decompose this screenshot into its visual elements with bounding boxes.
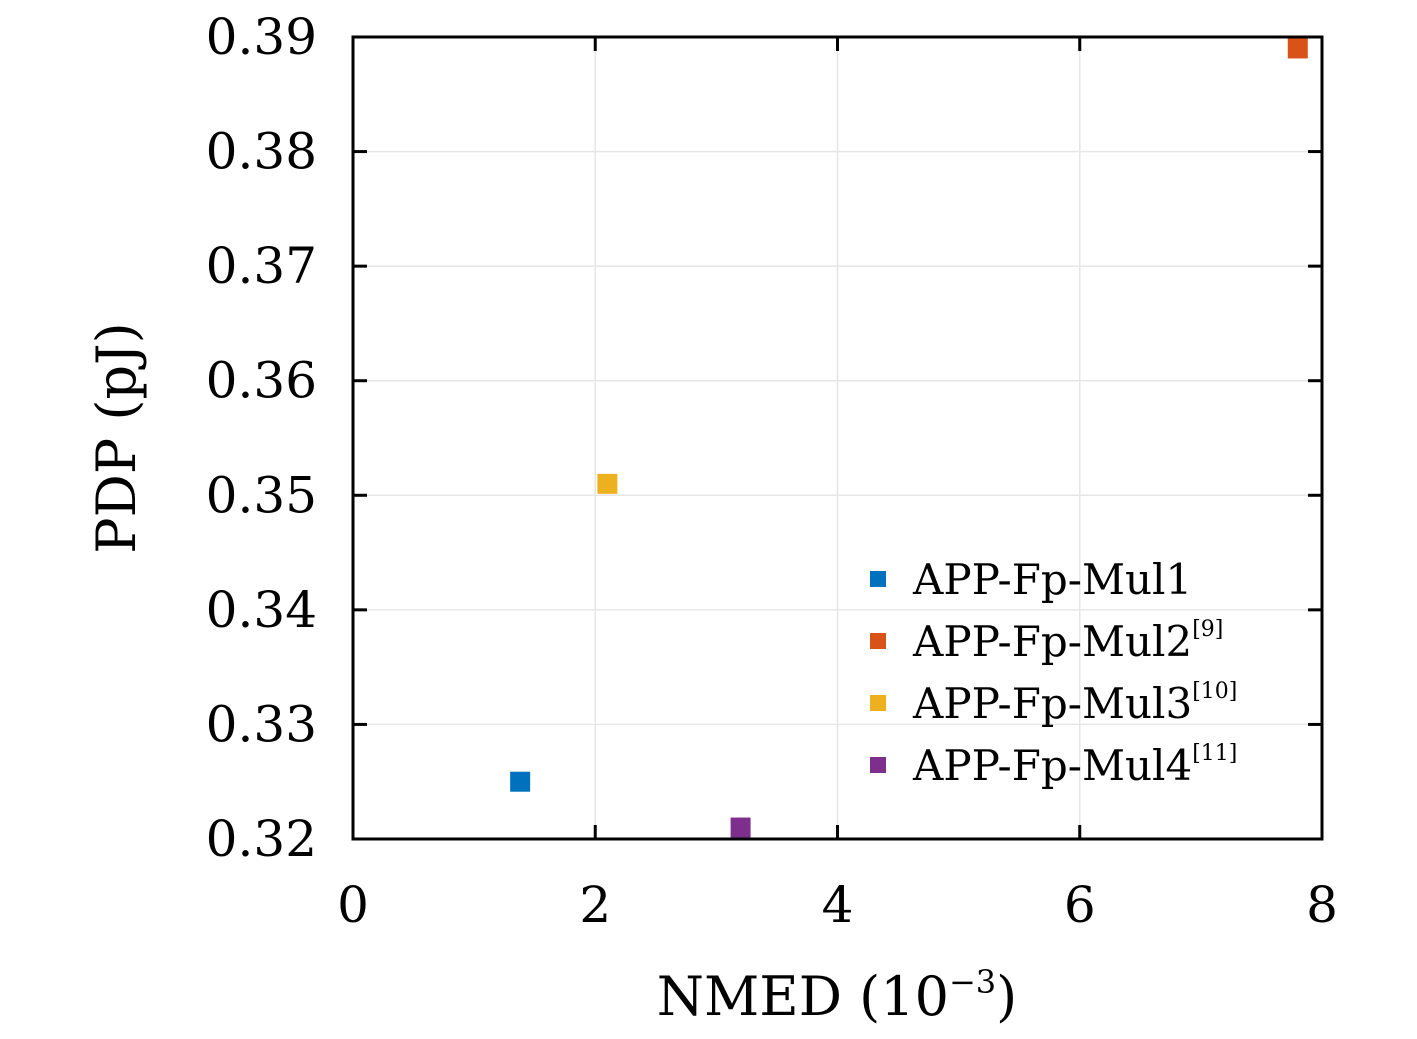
y-tick-labels: 0.32 0.33 0.34 0.35 0.36 0.37 0.38 0.39 xyxy=(206,8,317,868)
legend-marker xyxy=(870,695,886,711)
x-tick-labels: 0 2 4 6 8 xyxy=(337,876,1338,934)
y-tick-label: 0.38 xyxy=(206,123,317,181)
y-tick-label: 0.32 xyxy=(206,810,317,868)
legend-marker xyxy=(870,757,886,773)
x-tick-label: 4 xyxy=(822,876,854,934)
legend-label: APP-Fp-Mul1 xyxy=(912,555,1192,604)
y-tick-label: 0.39 xyxy=(206,8,317,66)
y-tick-label: 0.35 xyxy=(206,466,317,524)
legend-label: APP-Fp-Mul2[9] xyxy=(912,617,1223,666)
grid-lines xyxy=(353,37,1322,839)
data-points xyxy=(510,38,1308,838)
x-axis-title: NMED (10−3) xyxy=(657,963,1017,1028)
legend-marker xyxy=(870,633,886,649)
x-tick-label: 0 xyxy=(337,876,369,934)
plot-area-frame xyxy=(351,35,1324,841)
y-axis-title: PDP (pJ) xyxy=(85,322,148,553)
data-point-app-fp-mul1 xyxy=(510,771,531,792)
legend-marker xyxy=(870,571,886,587)
y-tick-label: 0.36 xyxy=(206,352,317,410)
data-point-app-fp-mul4 xyxy=(730,817,751,838)
data-point-app-fp-mul3 xyxy=(597,473,618,494)
legend: APP-Fp-Mul1 APP-Fp-Mul2[9] APP-Fp-Mul3[10]… xyxy=(870,555,1237,790)
y-tick-label: 0.37 xyxy=(206,237,317,295)
y-tick-label: 0.34 xyxy=(206,581,317,639)
x-tick-label: 2 xyxy=(579,876,611,934)
data-point-app-fp-mul2 xyxy=(1287,38,1308,59)
y-tick-label: 0.33 xyxy=(206,695,317,753)
x-tick-label: 6 xyxy=(1064,876,1096,934)
x-tick-label: 8 xyxy=(1306,876,1338,934)
axis-ticks xyxy=(353,37,1322,839)
legend-label: APP-Fp-Mul3[10] xyxy=(912,679,1237,728)
legend-label: APP-Fp-Mul4[11] xyxy=(912,741,1237,790)
